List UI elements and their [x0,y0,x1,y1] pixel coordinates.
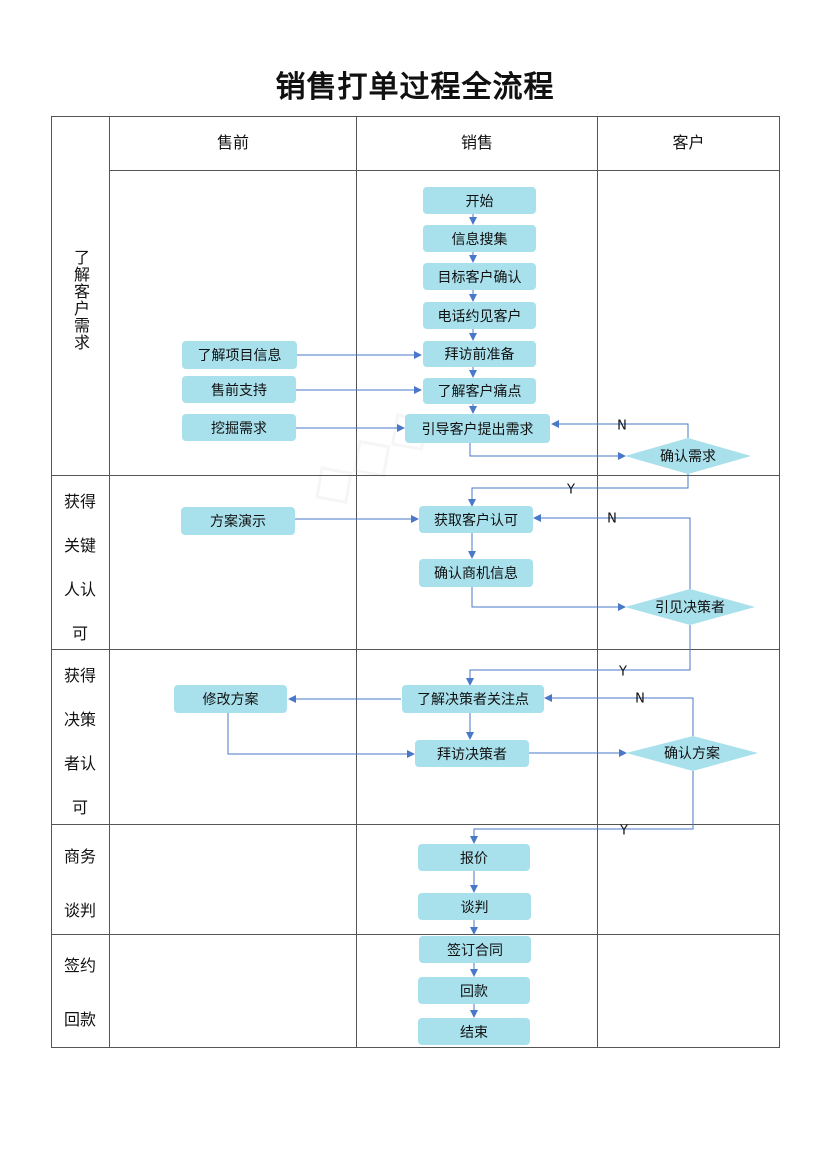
branch-no-label: N [607,511,617,527]
decision-meet-decider-shape [625,589,755,625]
decision-confirm-plan-shape [626,736,758,771]
stage-label-negotiation: 商务 谈判 [63,847,96,920]
stage-label-understand-needs: 了解客户需求 [71,249,90,351]
node-phone-appt: 电话约见客户 [423,302,536,329]
column-header-customer: 客户 [672,133,705,152]
node-decider-focus: 了解决策者关注点 [402,685,544,713]
node-target-confirm: 目标客户确认 [423,263,536,290]
column-header-presales: 售前 [216,133,249,152]
stage-label-key-person: 获得 关键 人认 可 [63,492,96,643]
node-start: 开始 [423,187,536,214]
node-quote: 报价 [418,844,530,871]
decision-confirm-needs-shape [625,438,751,474]
stage-label-contract: 签约 回款 [63,956,96,1029]
node-visit-prep: 拜访前准备 [423,341,536,367]
node-dig-needs: 挖掘需求 [182,414,296,441]
node-presales-support: 售前支持 [182,376,296,403]
column-header-sales: 销售 [460,133,493,152]
node-visit-decider: 拜访决策者 [415,740,529,767]
node-confirm-opp: 确认商机信息 [419,559,533,587]
branch-no-label: N [617,418,627,434]
stage-label-decider: 获得 决策 者认 可 [63,666,96,817]
node-negotiate: 谈判 [418,893,531,920]
node-modify-plan: 修改方案 [174,685,287,713]
page-title: 销售打单过程全流程 [275,70,555,105]
decision-meet-decider: 引见决策者 [655,600,725,616]
node-project-info: 了解项目信息 [182,341,297,369]
node-end: 结束 [418,1018,530,1045]
node-guide-needs: 引导客户提出需求 [405,414,550,443]
branch-yes-label: Y [567,482,575,498]
branch-yes-label: Y [619,664,627,680]
node-solution-demo: 方案演示 [181,507,295,535]
node-pain-points: 了解客户痛点 [423,378,536,404]
decision-confirm-needs: 确认需求 [660,449,716,465]
branch-yes-label: Y [620,823,628,839]
decision-confirm-plan: 确认方案 [664,746,720,762]
node-sign-contract: 签订合同 [419,936,531,963]
node-info-collect: 信息搜集 [423,225,536,252]
node-payment: 回款 [418,977,530,1004]
branch-no-label: N [635,691,645,707]
node-get-approval: 获取客户认可 [419,506,533,533]
